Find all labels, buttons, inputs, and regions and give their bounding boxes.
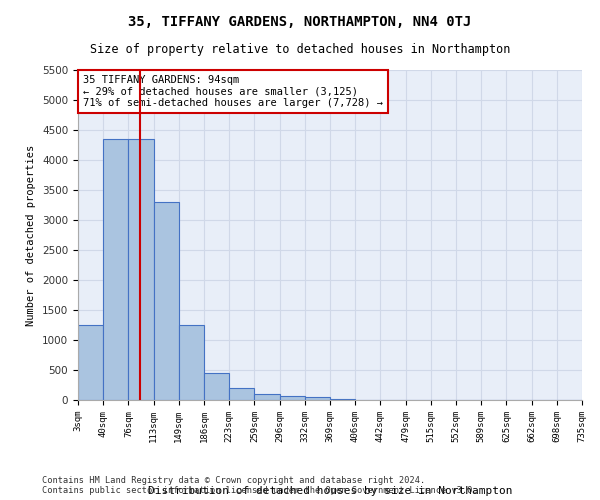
X-axis label: Distribution of detached houses by size in Northampton: Distribution of detached houses by size … [148,486,512,496]
Text: 35 TIFFANY GARDENS: 94sqm
← 29% of detached houses are smaller (3,125)
71% of se: 35 TIFFANY GARDENS: 94sqm ← 29% of detac… [83,75,383,108]
Bar [280,396,305,400]
Y-axis label: Number of detached properties: Number of detached properties [26,144,37,326]
Text: Contains HM Land Registry data © Crown copyright and database right 2024.
Contai: Contains HM Land Registry data © Crown c… [42,476,478,495]
Bar [179,325,204,400]
Bar [229,388,254,400]
Bar [305,397,330,400]
Bar [128,139,154,400]
Bar [254,394,280,400]
Bar [204,373,229,400]
Bar [154,202,179,400]
Text: Size of property relative to detached houses in Northampton: Size of property relative to detached ho… [90,42,510,56]
Text: 35, TIFFANY GARDENS, NORTHAMPTON, NN4 0TJ: 35, TIFFANY GARDENS, NORTHAMPTON, NN4 0T… [128,15,472,29]
Bar [103,139,128,400]
Bar [78,325,103,400]
